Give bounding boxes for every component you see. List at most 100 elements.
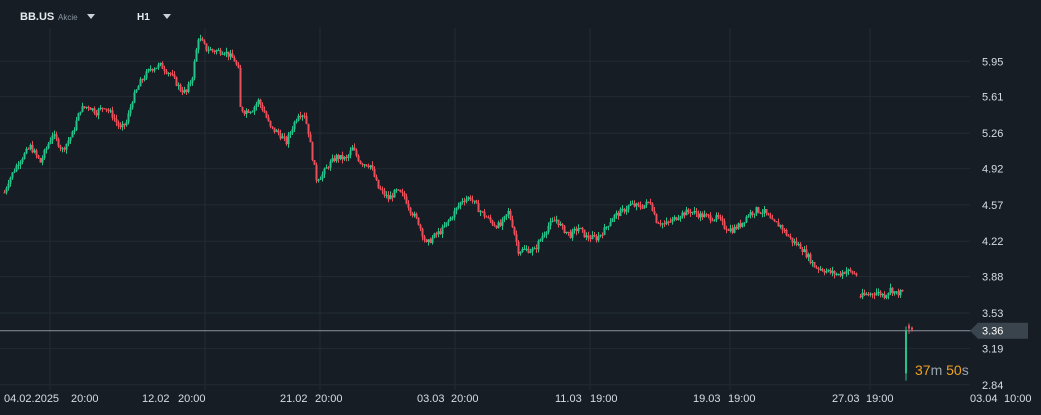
candle-body — [729, 228, 732, 231]
timeframe-label[interactable]: H1 — [137, 12, 150, 23]
candle — [87, 105, 90, 111]
candle — [899, 289, 902, 298]
candle — [201, 36, 204, 42]
candle-body — [417, 217, 420, 225]
candle-body — [263, 109, 266, 113]
candle — [583, 229, 586, 238]
candle — [91, 108, 94, 112]
candle — [529, 248, 532, 254]
candle — [9, 176, 12, 187]
candle-body — [309, 134, 312, 143]
candle — [735, 224, 738, 231]
candle-body — [577, 228, 580, 232]
candle — [213, 49, 216, 55]
candle — [605, 226, 608, 230]
candle — [737, 222, 740, 230]
candle-body — [359, 161, 362, 164]
candle-body — [627, 205, 630, 210]
candle — [275, 129, 278, 132]
candle-body — [11, 172, 14, 178]
candle-body — [449, 217, 452, 221]
candle — [455, 207, 458, 215]
candle-body — [865, 294, 868, 296]
candle-body — [367, 166, 370, 168]
candle-body — [765, 209, 768, 214]
price-axis[interactable]: 5.95 5.61 5.26 4.92 4.57 4.22 3.88 3.53 3.19 2.84 — [982, 56, 1003, 392]
candle — [699, 211, 702, 222]
candle-body — [885, 295, 888, 298]
candle — [433, 232, 436, 239]
candle — [255, 101, 258, 111]
candle — [827, 269, 830, 273]
candle — [29, 143, 32, 151]
candle-body — [849, 269, 852, 272]
candle-body — [261, 104, 264, 110]
candle-body — [325, 167, 328, 169]
candle-body — [89, 107, 92, 110]
candle-body — [41, 158, 44, 163]
candle-body — [31, 144, 34, 153]
candle — [199, 34, 202, 42]
candle-body — [227, 51, 230, 57]
candle-body — [809, 254, 812, 264]
candle — [511, 215, 514, 229]
candle — [39, 157, 42, 163]
candle-body — [453, 210, 456, 218]
candle-body — [239, 67, 242, 107]
candle — [565, 231, 568, 235]
candle — [297, 113, 300, 122]
candle — [205, 43, 208, 52]
candle — [837, 273, 840, 276]
candle-body — [487, 217, 490, 219]
candle-body — [433, 233, 436, 238]
candle — [873, 292, 876, 300]
candle — [819, 266, 822, 271]
candle — [325, 164, 328, 169]
candle — [17, 161, 20, 170]
time-axis[interactable]: 04.02.2025 20:00 12.02 20:00 21.02 20:00 03.03… — [4, 393, 1032, 405]
countdown-seconds: 50 — [946, 362, 962, 378]
symbol-label[interactable]: BB.US — [20, 11, 55, 23]
candle — [727, 228, 730, 231]
candle-body — [301, 115, 304, 117]
candle-body — [485, 216, 488, 218]
candle — [101, 107, 104, 113]
candle-body — [623, 208, 626, 212]
candle — [877, 288, 880, 297]
candle — [893, 291, 896, 296]
candle-body — [91, 108, 94, 110]
candle-body — [549, 221, 552, 226]
candle-body — [207, 50, 210, 52]
candle — [499, 219, 502, 227]
candle — [753, 213, 756, 219]
candle — [281, 133, 284, 139]
candle-body — [593, 235, 596, 237]
candle-body — [853, 273, 856, 275]
x-tick-label: 27.03 — [832, 393, 860, 405]
candle — [207, 46, 210, 54]
candle — [461, 198, 464, 205]
candle-body — [107, 109, 110, 112]
candle-body — [579, 227, 582, 229]
candle — [763, 205, 766, 217]
candle-body — [53, 134, 56, 136]
symbol-dropdown-icon[interactable] — [87, 14, 95, 19]
timeframe-dropdown-icon[interactable] — [163, 14, 171, 19]
candle — [731, 224, 734, 235]
candle — [49, 137, 52, 145]
candle-body — [25, 148, 28, 154]
candle — [807, 252, 810, 262]
candle — [345, 154, 348, 162]
candle-body — [189, 82, 192, 85]
candle-body — [653, 210, 656, 215]
candle — [235, 59, 238, 66]
candle — [855, 272, 858, 277]
candle — [851, 270, 854, 275]
candle-body — [679, 216, 682, 219]
candle — [777, 218, 780, 227]
candle-body — [573, 228, 576, 231]
candle-body — [605, 226, 608, 228]
candle-body — [511, 219, 514, 228]
price-tag-value: 3.36 — [982, 326, 1003, 338]
